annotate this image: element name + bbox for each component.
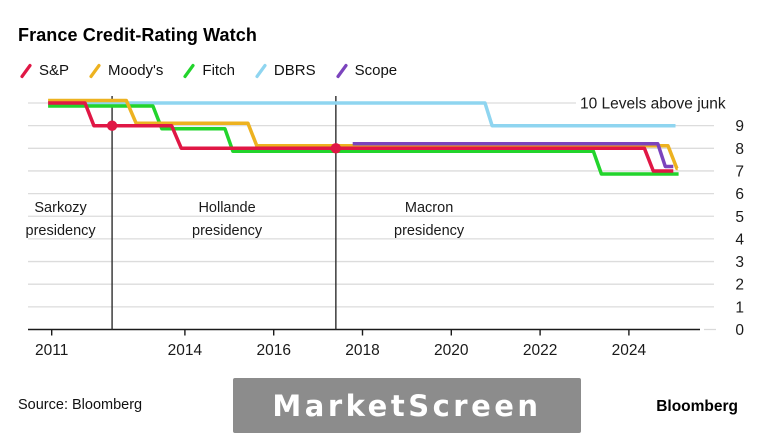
x-axis-label: 2014 [168, 342, 203, 359]
presidency-label: Sarkozy [34, 200, 87, 216]
y-axis-top-label: 10 Levels above junk [580, 96, 726, 113]
y-axis-label: 1 [735, 299, 744, 316]
legend-label: DBRS [273, 62, 316, 79]
series-line-dbrs [48, 101, 676, 128]
y-axis-label: 3 [735, 254, 744, 271]
y-axis-label: 7 [735, 163, 744, 180]
presidency-label: presidency [394, 223, 465, 239]
legend-label: Fitch [202, 62, 235, 79]
event-marker-dot [330, 143, 342, 154]
legend-item-sp: S&P [19, 62, 69, 79]
y-axis-label: 9 [735, 118, 744, 135]
legend-item-scope: Scope [335, 62, 398, 79]
series-line-scope [352, 142, 674, 169]
legend: S&P Moody's Fitch DBRS Scope [19, 62, 397, 79]
legend-label: Moody's [108, 62, 164, 79]
source-note: Source: Bloomberg [18, 397, 143, 413]
series-line-sp [48, 101, 674, 173]
x-axis-label: 2018 [345, 342, 379, 359]
watermark-badge: MarketScreen [233, 378, 581, 433]
x-axis-label: 2024 [612, 342, 647, 359]
presidency-label: presidency [26, 223, 97, 239]
x-axis-label: 2022 [523, 342, 557, 359]
legend-slash-icon [89, 63, 101, 78]
series-line-fitch [48, 104, 679, 176]
x-axis-label: 2016 [256, 342, 290, 359]
watermark-text: MarketScreen [272, 388, 542, 423]
legend-slash-icon [183, 63, 196, 78]
legend-slash-icon [336, 63, 348, 78]
y-axis-label: 2 [735, 277, 744, 294]
y-axis-label: 8 [735, 141, 744, 158]
legend-item-fitch: Fitch [182, 62, 235, 79]
legend-item-dbrs: DBRS [254, 62, 316, 79]
bloomberg-logo: Bloomberg [656, 398, 738, 415]
series-line-moodys [48, 98, 679, 171]
rating-line-chart: 0 1 2 3 4 5 6 7 8 9 10 Levels above junk 2011 2014 20… [26, 96, 745, 360]
y-axis-label: 4 [735, 231, 744, 248]
presidency-label: Macron [405, 200, 453, 216]
legend-slash-icon [255, 63, 267, 78]
presidency-label: Hollande [198, 200, 255, 216]
legend-label: Scope [354, 62, 398, 79]
legend-item-moodys: Moody's [88, 62, 163, 79]
y-axis-label: 5 [735, 209, 744, 226]
legend-slash-icon [20, 63, 32, 78]
legend-label: S&P [39, 62, 70, 79]
chart-title: France Credit-Rating Watch [18, 25, 257, 45]
x-axis-label: 2020 [434, 342, 469, 359]
x-axis-label: 2011 [35, 342, 68, 359]
y-axis-label: 6 [735, 186, 744, 203]
presidency-label: presidency [192, 223, 263, 239]
event-marker-dot [106, 120, 118, 131]
y-axis-label: 0 [735, 322, 744, 339]
